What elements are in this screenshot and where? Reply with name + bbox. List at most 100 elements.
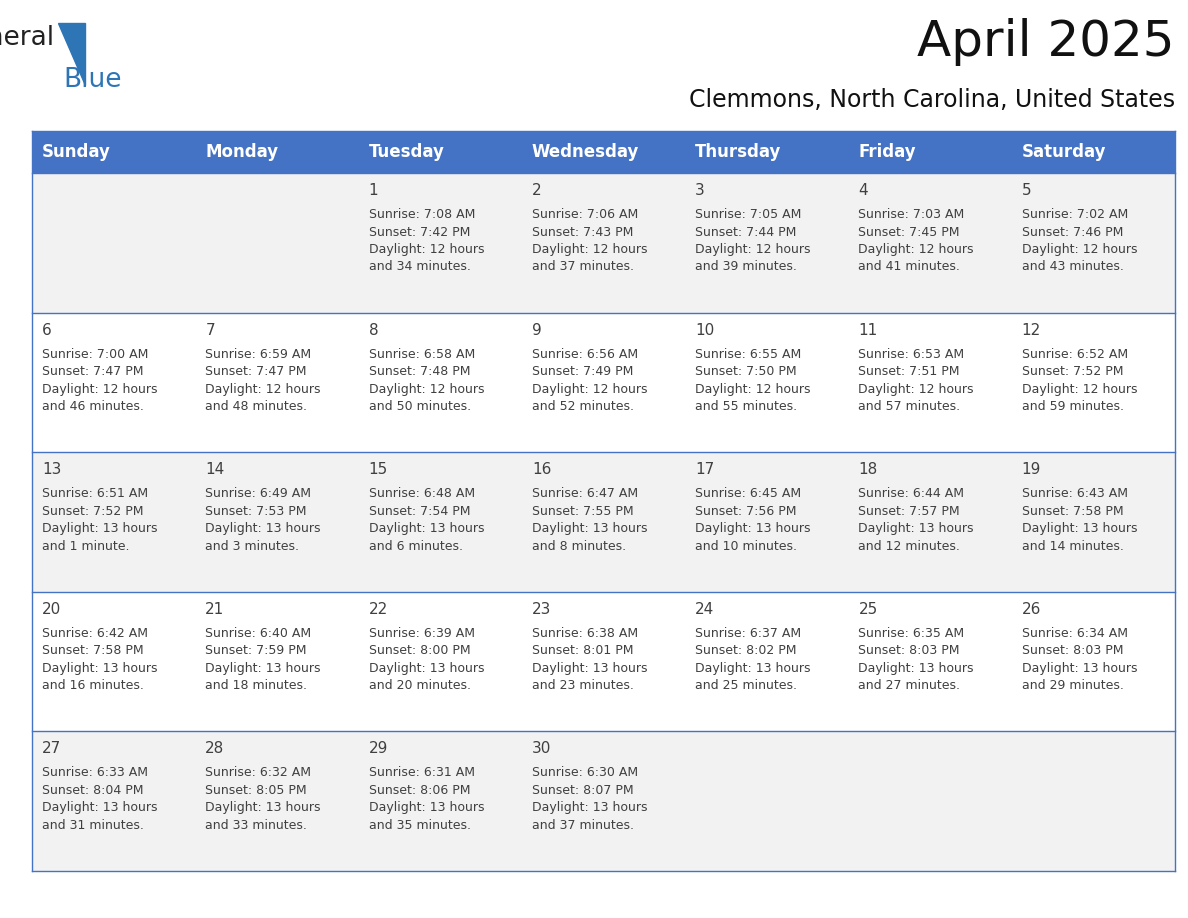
- Bar: [32, 173, 195, 313]
- Text: Sunrise: 6:59 AM
Sunset: 7:47 PM
Daylight: 12 hours
and 48 minutes.: Sunrise: 6:59 AM Sunset: 7:47 PM Dayligh…: [206, 348, 321, 413]
- Bar: [195, 592, 359, 732]
- Bar: [848, 453, 1012, 592]
- Text: General: General: [0, 25, 55, 51]
- Text: Sunrise: 7:05 AM
Sunset: 7:44 PM
Daylight: 12 hours
and 39 minutes.: Sunrise: 7:05 AM Sunset: 7:44 PM Dayligh…: [695, 208, 810, 274]
- Text: Sunrise: 7:00 AM
Sunset: 7:47 PM
Daylight: 12 hours
and 46 minutes.: Sunrise: 7:00 AM Sunset: 7:47 PM Dayligh…: [42, 348, 158, 413]
- Text: Sunrise: 6:47 AM
Sunset: 7:55 PM
Daylight: 13 hours
and 8 minutes.: Sunrise: 6:47 AM Sunset: 7:55 PM Dayligh…: [532, 487, 647, 553]
- Text: 18: 18: [859, 462, 878, 477]
- Bar: [522, 131, 685, 173]
- Bar: [1012, 453, 1175, 592]
- Text: Sunrise: 6:43 AM
Sunset: 7:58 PM
Daylight: 13 hours
and 14 minutes.: Sunrise: 6:43 AM Sunset: 7:58 PM Dayligh…: [1022, 487, 1137, 553]
- Bar: [848, 313, 1012, 453]
- Text: Tuesday: Tuesday: [368, 143, 444, 161]
- Text: 29: 29: [368, 742, 388, 756]
- Text: Wednesday: Wednesday: [532, 143, 639, 161]
- Bar: [685, 453, 848, 592]
- Bar: [359, 453, 522, 592]
- Text: Sunrise: 6:39 AM
Sunset: 8:00 PM
Daylight: 13 hours
and 20 minutes.: Sunrise: 6:39 AM Sunset: 8:00 PM Dayligh…: [368, 627, 484, 692]
- Text: Sunrise: 6:58 AM
Sunset: 7:48 PM
Daylight: 12 hours
and 50 minutes.: Sunrise: 6:58 AM Sunset: 7:48 PM Dayligh…: [368, 348, 484, 413]
- Text: 27: 27: [42, 742, 62, 756]
- Bar: [685, 592, 848, 732]
- Polygon shape: [58, 23, 86, 85]
- Text: April 2025: April 2025: [917, 18, 1175, 66]
- Text: 19: 19: [1022, 462, 1041, 477]
- Bar: [32, 131, 195, 173]
- Text: 1: 1: [368, 183, 378, 198]
- Bar: [848, 732, 1012, 871]
- Text: Sunrise: 6:33 AM
Sunset: 8:04 PM
Daylight: 13 hours
and 31 minutes.: Sunrise: 6:33 AM Sunset: 8:04 PM Dayligh…: [42, 767, 158, 832]
- Bar: [359, 131, 522, 173]
- Text: Blue: Blue: [63, 67, 121, 93]
- Text: 17: 17: [695, 462, 714, 477]
- Bar: [1012, 313, 1175, 453]
- Text: 3: 3: [695, 183, 704, 198]
- Text: Saturday: Saturday: [1022, 143, 1106, 161]
- Bar: [522, 592, 685, 732]
- Text: 11: 11: [859, 322, 878, 338]
- Text: 22: 22: [368, 602, 387, 617]
- Bar: [359, 592, 522, 732]
- Bar: [359, 732, 522, 871]
- Text: Sunrise: 7:08 AM
Sunset: 7:42 PM
Daylight: 12 hours
and 34 minutes.: Sunrise: 7:08 AM Sunset: 7:42 PM Dayligh…: [368, 208, 484, 274]
- Text: Sunrise: 7:02 AM
Sunset: 7:46 PM
Daylight: 12 hours
and 43 minutes.: Sunrise: 7:02 AM Sunset: 7:46 PM Dayligh…: [1022, 208, 1137, 274]
- Text: Sunrise: 6:40 AM
Sunset: 7:59 PM
Daylight: 13 hours
and 18 minutes.: Sunrise: 6:40 AM Sunset: 7:59 PM Dayligh…: [206, 627, 321, 692]
- Bar: [685, 313, 848, 453]
- Bar: [1012, 732, 1175, 871]
- Text: Monday: Monday: [206, 143, 278, 161]
- Bar: [1012, 173, 1175, 313]
- Text: Sunrise: 6:42 AM
Sunset: 7:58 PM
Daylight: 13 hours
and 16 minutes.: Sunrise: 6:42 AM Sunset: 7:58 PM Dayligh…: [42, 627, 158, 692]
- Text: 6: 6: [42, 322, 52, 338]
- Text: Sunrise: 6:55 AM
Sunset: 7:50 PM
Daylight: 12 hours
and 55 minutes.: Sunrise: 6:55 AM Sunset: 7:50 PM Dayligh…: [695, 348, 810, 413]
- Text: Sunrise: 6:48 AM
Sunset: 7:54 PM
Daylight: 13 hours
and 6 minutes.: Sunrise: 6:48 AM Sunset: 7:54 PM Dayligh…: [368, 487, 484, 553]
- Text: 14: 14: [206, 462, 225, 477]
- Bar: [848, 592, 1012, 732]
- Text: 21: 21: [206, 602, 225, 617]
- Bar: [848, 131, 1012, 173]
- Text: Sunrise: 6:49 AM
Sunset: 7:53 PM
Daylight: 13 hours
and 3 minutes.: Sunrise: 6:49 AM Sunset: 7:53 PM Dayligh…: [206, 487, 321, 553]
- Text: 16: 16: [532, 462, 551, 477]
- Bar: [522, 732, 685, 871]
- Bar: [32, 732, 195, 871]
- Text: Sunrise: 6:31 AM
Sunset: 8:06 PM
Daylight: 13 hours
and 35 minutes.: Sunrise: 6:31 AM Sunset: 8:06 PM Dayligh…: [368, 767, 484, 832]
- Text: 2: 2: [532, 183, 542, 198]
- Text: 12: 12: [1022, 322, 1041, 338]
- Bar: [522, 173, 685, 313]
- Bar: [32, 313, 195, 453]
- Bar: [32, 592, 195, 732]
- Bar: [195, 131, 359, 173]
- Bar: [685, 131, 848, 173]
- Text: Sunrise: 6:35 AM
Sunset: 8:03 PM
Daylight: 13 hours
and 27 minutes.: Sunrise: 6:35 AM Sunset: 8:03 PM Dayligh…: [859, 627, 974, 692]
- Text: Sunrise: 6:45 AM
Sunset: 7:56 PM
Daylight: 13 hours
and 10 minutes.: Sunrise: 6:45 AM Sunset: 7:56 PM Dayligh…: [695, 487, 810, 553]
- Text: 15: 15: [368, 462, 387, 477]
- Text: 24: 24: [695, 602, 714, 617]
- Bar: [359, 313, 522, 453]
- Bar: [359, 173, 522, 313]
- Bar: [195, 732, 359, 871]
- Text: 23: 23: [532, 602, 551, 617]
- Text: Sunrise: 6:53 AM
Sunset: 7:51 PM
Daylight: 12 hours
and 57 minutes.: Sunrise: 6:53 AM Sunset: 7:51 PM Dayligh…: [859, 348, 974, 413]
- Bar: [522, 313, 685, 453]
- Text: 13: 13: [42, 462, 62, 477]
- Text: 7: 7: [206, 322, 215, 338]
- Bar: [195, 173, 359, 313]
- Bar: [685, 173, 848, 313]
- Bar: [195, 453, 359, 592]
- Text: 5: 5: [1022, 183, 1031, 198]
- Text: 4: 4: [859, 183, 868, 198]
- Text: Sunrise: 6:37 AM
Sunset: 8:02 PM
Daylight: 13 hours
and 25 minutes.: Sunrise: 6:37 AM Sunset: 8:02 PM Dayligh…: [695, 627, 810, 692]
- Text: 20: 20: [42, 602, 62, 617]
- Text: Sunrise: 6:34 AM
Sunset: 8:03 PM
Daylight: 13 hours
and 29 minutes.: Sunrise: 6:34 AM Sunset: 8:03 PM Dayligh…: [1022, 627, 1137, 692]
- Text: 8: 8: [368, 322, 378, 338]
- Text: Sunrise: 6:56 AM
Sunset: 7:49 PM
Daylight: 12 hours
and 52 minutes.: Sunrise: 6:56 AM Sunset: 7:49 PM Dayligh…: [532, 348, 647, 413]
- Text: 26: 26: [1022, 602, 1041, 617]
- Text: Thursday: Thursday: [695, 143, 782, 161]
- Text: Sunrise: 6:44 AM
Sunset: 7:57 PM
Daylight: 13 hours
and 12 minutes.: Sunrise: 6:44 AM Sunset: 7:57 PM Dayligh…: [859, 487, 974, 553]
- Text: Sunrise: 7:03 AM
Sunset: 7:45 PM
Daylight: 12 hours
and 41 minutes.: Sunrise: 7:03 AM Sunset: 7:45 PM Dayligh…: [859, 208, 974, 274]
- Text: 28: 28: [206, 742, 225, 756]
- Text: Sunday: Sunday: [42, 143, 110, 161]
- Text: 9: 9: [532, 322, 542, 338]
- Bar: [848, 173, 1012, 313]
- Text: Friday: Friday: [859, 143, 916, 161]
- Bar: [1012, 592, 1175, 732]
- Text: Sunrise: 6:52 AM
Sunset: 7:52 PM
Daylight: 12 hours
and 59 minutes.: Sunrise: 6:52 AM Sunset: 7:52 PM Dayligh…: [1022, 348, 1137, 413]
